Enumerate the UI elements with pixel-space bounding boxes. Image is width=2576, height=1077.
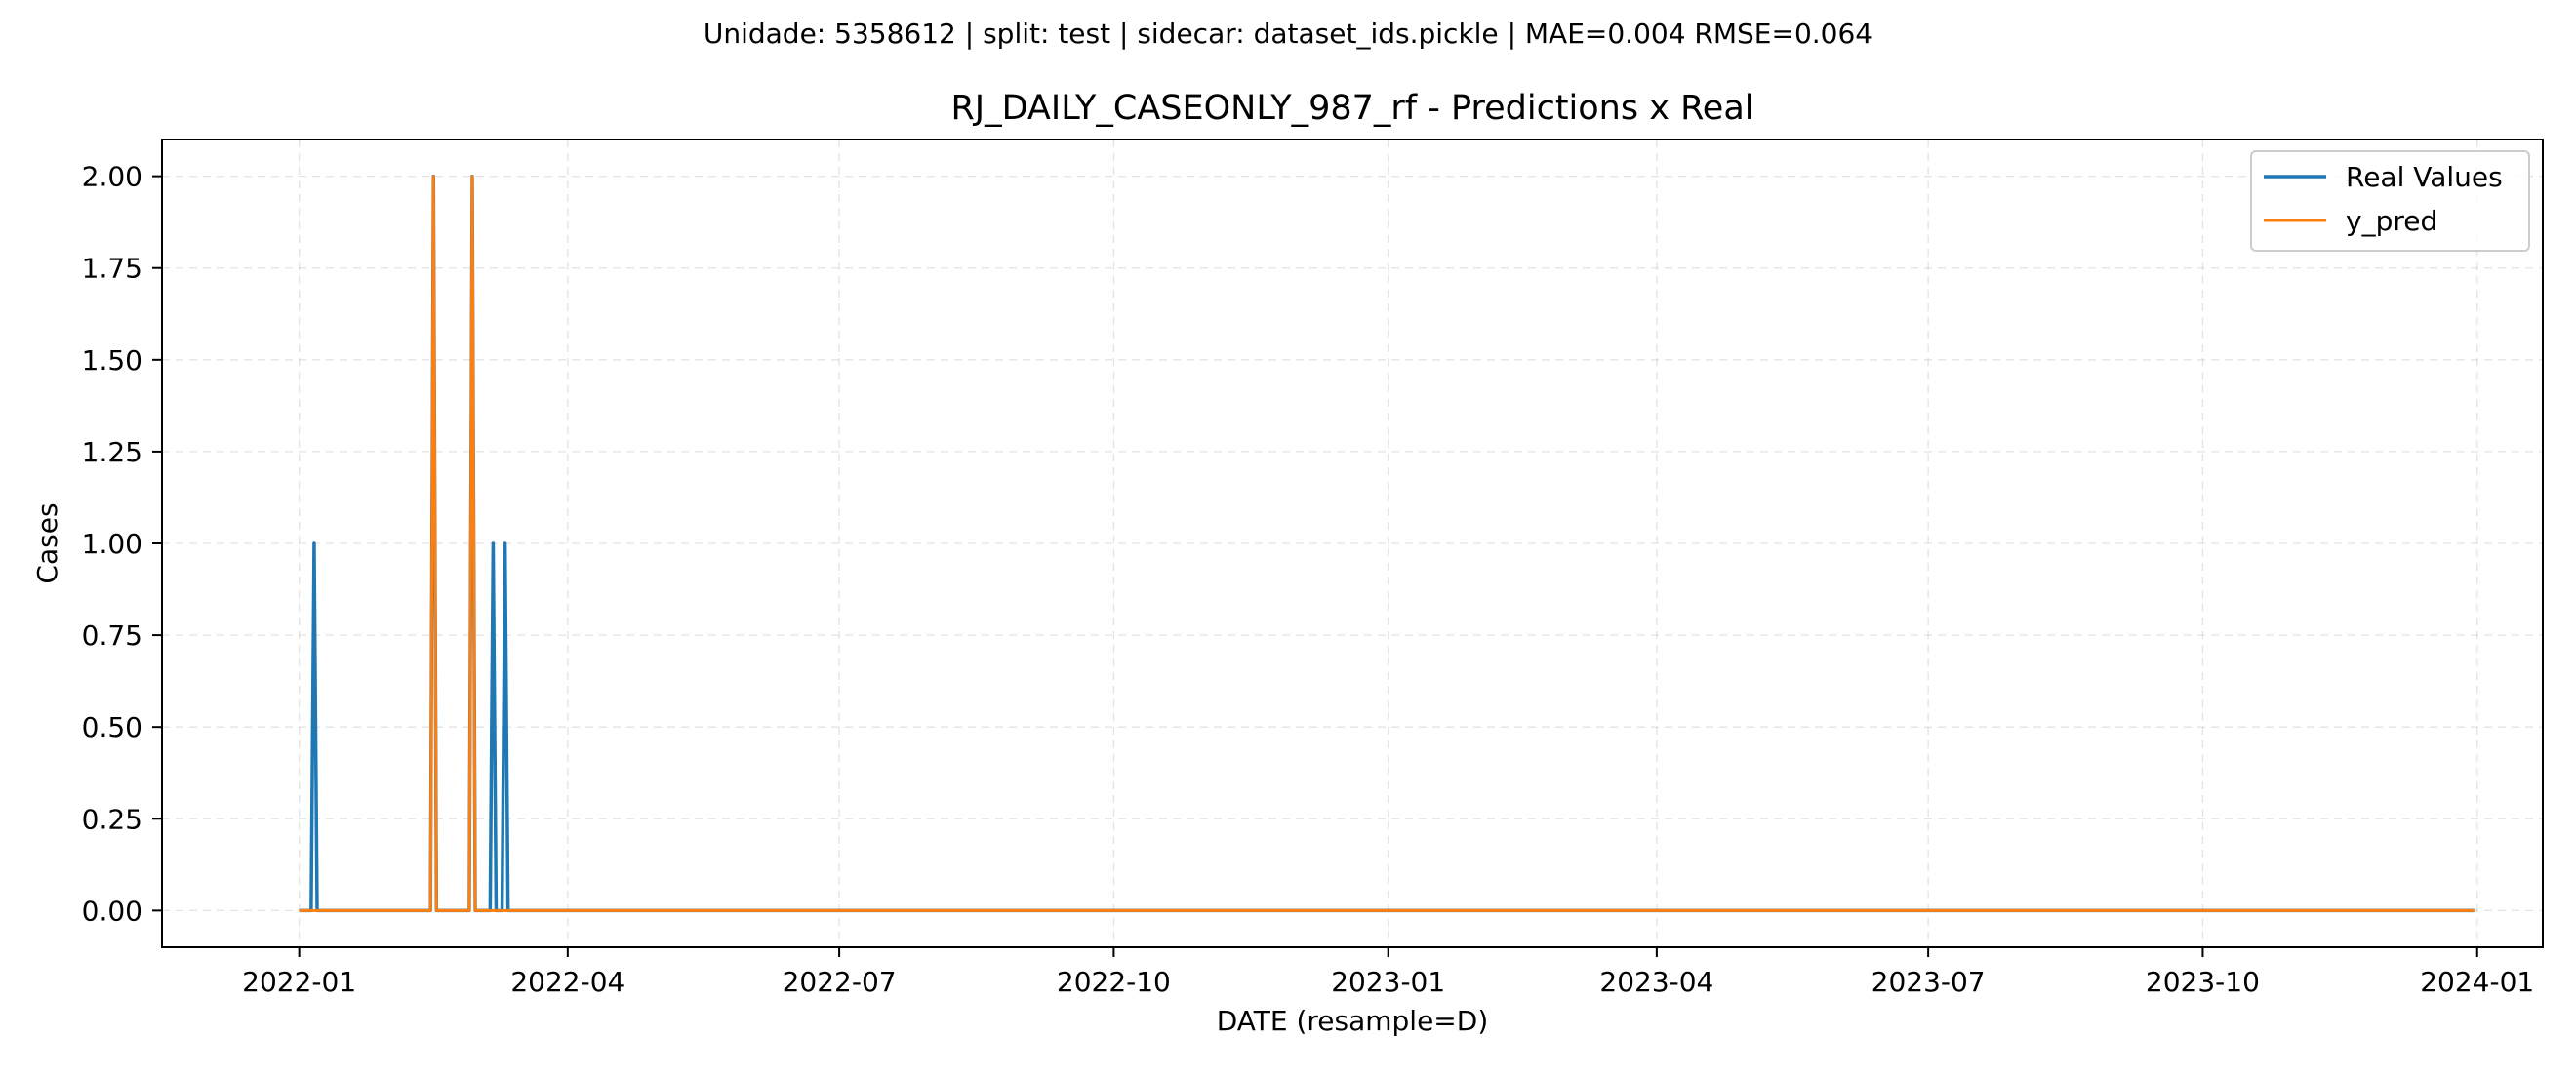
x-tick-label: 2022-07	[783, 966, 897, 998]
y-tick-label: 1.75	[82, 253, 142, 285]
y-tick-label: 0.00	[82, 895, 142, 927]
y-tick-label: 0.25	[82, 803, 142, 835]
x-tick-label: 2022-04	[510, 966, 624, 998]
x-axis-label: DATE (resample=D)	[1217, 1005, 1489, 1037]
y-tick-label: 1.50	[82, 344, 142, 377]
chart-suptitle: Unidade: 5358612 | split: test | sidecar…	[704, 18, 1872, 50]
x-tick-label: 2022-01	[242, 966, 356, 998]
x-tick-label: 2022-10	[1057, 966, 1171, 998]
legend-label-real-values: Real Values	[2346, 161, 2503, 193]
y-tick-label: 1.25	[82, 436, 142, 468]
legend-label-y-pred: y_pred	[2346, 205, 2437, 237]
tick-layer: 2022-01 2022-04 2022-07 2022-10 2023-01 2023-…	[82, 161, 2535, 998]
series-layer	[299, 174, 2475, 913]
chart-title: RJ_DAILY_CASEONLY_987_rf - Predictions x…	[950, 89, 1753, 128]
x-tick-label: 2023-04	[1599, 966, 1713, 998]
x-tick-label: 2023-07	[1872, 966, 1986, 998]
y-tick-label: 1.00	[82, 528, 142, 560]
y-tick-label: 0.50	[82, 711, 142, 743]
legend: Real Values y_pred	[2250, 150, 2530, 252]
x-tick-label: 2023-10	[2146, 966, 2260, 998]
y-axis-label: Cases	[31, 502, 63, 583]
y-tick-label: 2.00	[82, 161, 142, 193]
grid-layer	[162, 140, 2543, 947]
x-tick-label: 2023-01	[1331, 966, 1445, 998]
series-line-y-pred	[299, 175, 2475, 912]
x-tick-label: 2024-01	[2420, 966, 2534, 998]
y-tick-label: 0.75	[82, 619, 142, 652]
